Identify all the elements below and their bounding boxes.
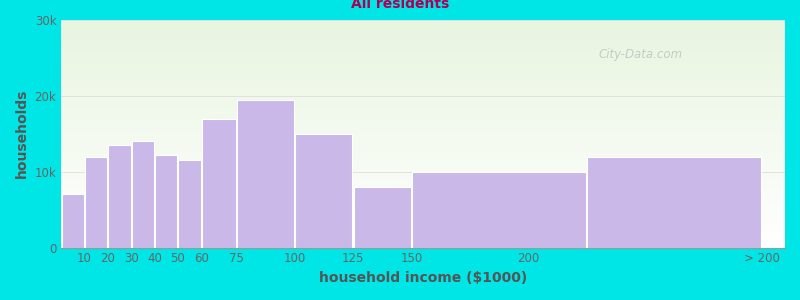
Text: City-Data.com: City-Data.com: [598, 48, 682, 61]
Bar: [62, 194, 84, 248]
Bar: [132, 141, 154, 247]
Bar: [178, 160, 201, 248]
Y-axis label: households: households: [15, 89, 29, 178]
Bar: [587, 157, 761, 247]
Bar: [237, 100, 294, 248]
Bar: [109, 145, 130, 248]
Bar: [412, 172, 586, 248]
Bar: [295, 134, 353, 248]
Bar: [155, 155, 178, 247]
Bar: [202, 118, 236, 247]
Bar: [85, 157, 107, 247]
Bar: [354, 187, 411, 248]
Text: All residents: All residents: [351, 0, 449, 11]
X-axis label: household income ($1000): household income ($1000): [319, 271, 527, 285]
